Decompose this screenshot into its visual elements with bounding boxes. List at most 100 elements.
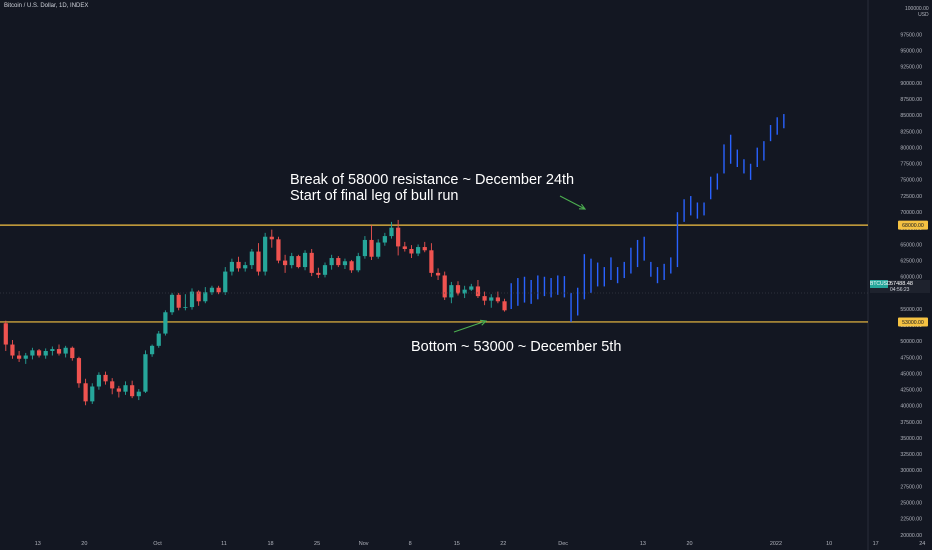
- level-price-label: 68000.00: [902, 223, 924, 229]
- level-price-label: 53000.00: [902, 320, 924, 326]
- annotation-break-line2: Start of final leg of bull run: [290, 188, 459, 204]
- candle-body: [50, 349, 55, 351]
- x-tick-label: 15: [454, 541, 460, 547]
- candle-body: [322, 265, 328, 275]
- candle-body: [236, 261, 241, 269]
- candle-body: [283, 260, 288, 266]
- y-tick-label: 87500.00: [900, 97, 922, 103]
- candle-body: [316, 272, 321, 275]
- candle-body: [276, 239, 281, 261]
- annotation-bottom: Bottom ~ 53000 ~ December 5th: [411, 339, 622, 355]
- candle-body: [136, 391, 141, 397]
- projection-series: [510, 114, 785, 322]
- candle-body: [116, 388, 121, 392]
- y-tick-label: 62500.00: [900, 258, 922, 264]
- candle-body: [143, 354, 148, 392]
- x-tick-label: 20: [686, 541, 692, 547]
- candle-body: [396, 227, 401, 247]
- candle-body: [3, 323, 8, 345]
- x-tick-label: 10: [826, 541, 832, 547]
- y-tick-label: 85000.00: [900, 113, 922, 119]
- y-tick-label: 97500.00: [900, 32, 922, 38]
- candle-body: [336, 258, 341, 266]
- x-tick-label: 17: [873, 541, 879, 547]
- candle-body: [90, 386, 95, 402]
- bottom-arrow: [453, 320, 487, 333]
- candle-body: [469, 286, 474, 290]
- candle-body: [442, 275, 447, 298]
- candle-body: [183, 307, 188, 308]
- y-tick-label: 27500.00: [900, 484, 922, 490]
- y-tick-label: 72500.00: [900, 194, 922, 200]
- annotation-break-line1: Break of 58000 resistance ~ December 24t…: [290, 172, 575, 188]
- x-tick-label: 18: [267, 541, 273, 547]
- candle-body: [349, 261, 354, 271]
- candle-body: [302, 252, 308, 268]
- symbol-title[interactable]: Bitcoin / U.S. Dollar, 1D, INDEX: [4, 3, 89, 9]
- y-tick-label: 42500.00: [900, 388, 922, 394]
- candle-body: [309, 252, 314, 273]
- candle-body: [169, 294, 175, 313]
- y-tick-label: 60000.00: [900, 275, 922, 281]
- candle-body: [269, 236, 274, 240]
- y-tick-label: 90000.00: [900, 81, 922, 87]
- candle-body: [462, 289, 467, 294]
- y-tick-label: 22500.00: [900, 517, 922, 523]
- y-tick-label: 50000.00: [900, 339, 922, 345]
- y-tick-label: 80000.00: [900, 145, 922, 151]
- y-tick-label: 45000.00: [900, 371, 922, 377]
- candle-body: [342, 261, 348, 266]
- candle-body: [289, 256, 294, 266]
- candle-body: [435, 272, 441, 276]
- candle-body: [189, 291, 195, 308]
- time-axis[interactable]: 1320Oct111825Nov81522Dec13202022101724Fe…: [35, 541, 932, 547]
- candle-body: [176, 294, 181, 308]
- y-tick-label: 55000.00: [900, 307, 922, 313]
- level-price-tag: [898, 317, 928, 327]
- candle-body: [416, 247, 421, 254]
- candle-body: [163, 312, 168, 334]
- candle-body: [249, 251, 254, 266]
- y-tick-label: 47500.00: [900, 355, 922, 361]
- current-price-value: 57488.48: [890, 281, 913, 287]
- candle-body: [43, 350, 48, 356]
- y-tick-label: 75000.00: [900, 178, 922, 184]
- candle-body: [10, 344, 15, 356]
- x-tick-label: Dec: [558, 541, 568, 547]
- y-tick-label: 30000.00: [900, 468, 922, 474]
- x-tick-label: Nov: [359, 541, 369, 547]
- candle-body: [256, 251, 261, 272]
- candle-body: [209, 287, 215, 293]
- candle-body: [203, 292, 208, 302]
- bottom-arrow-head: [479, 319, 488, 326]
- candle-body: [30, 350, 35, 356]
- candle-body: [56, 349, 62, 354]
- y-tick-label: 92500.00: [900, 65, 922, 71]
- horizontal-levels: 68000.00 53000.00: [0, 220, 928, 327]
- candle-body: [495, 297, 500, 302]
- current-price-countdown: 04:56:23: [890, 287, 910, 293]
- candlestick-series: [3, 219, 507, 406]
- currency-label: 100000.00 USD: [905, 6, 929, 18]
- candle-body: [455, 285, 461, 294]
- x-tick-label: 25: [314, 541, 320, 547]
- candle-body: [402, 246, 407, 249]
- candle-body: [150, 345, 155, 355]
- level-price-tag: [898, 220, 928, 230]
- candle-body: [103, 374, 108, 382]
- candle-body: [83, 383, 88, 402]
- candle-body: [223, 271, 228, 293]
- currency-top-value: 100000.00: [905, 6, 929, 12]
- x-tick-label: 20: [81, 541, 87, 547]
- y-tick-label: 70000.00: [900, 210, 922, 216]
- y-tick-label: 65000.00: [900, 242, 922, 248]
- candle-body: [36, 350, 42, 356]
- candle-body: [369, 239, 374, 257]
- candle-body: [123, 385, 128, 392]
- candle-body: [229, 261, 234, 272]
- candle-body: [382, 236, 387, 243]
- x-tick-label: 11: [221, 541, 227, 547]
- candle-body: [96, 374, 101, 387]
